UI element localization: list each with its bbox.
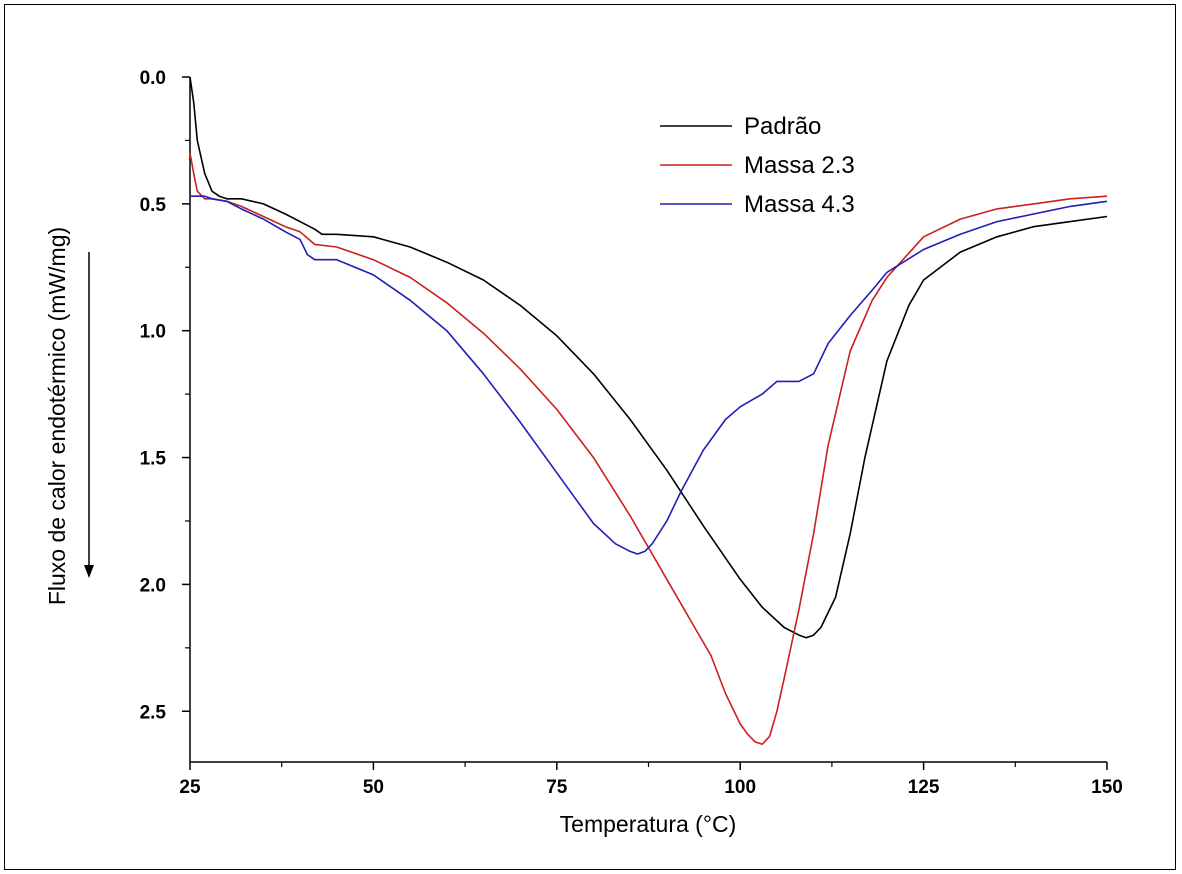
y-tick-label: 0.5 — [140, 195, 167, 216]
series-line-2 — [189, 152, 1108, 746]
x-tick-label: 150 — [1091, 777, 1123, 798]
axes: 25 50 75 100 125 150 0.0 0.5 1.0 1.5 2.0 2.5 — [140, 68, 1123, 798]
legend-label: Massa 4.3 — [744, 191, 855, 218]
x-axis-title: Temperatura (°C) — [560, 811, 737, 837]
legend-label: Massa 2.3 — [744, 152, 855, 179]
x-tick-label: 125 — [908, 777, 940, 798]
y-tick-label: 2.0 — [140, 575, 166, 596]
series-layer — [189, 76, 1108, 746]
y-tick-label: 0.0 — [140, 68, 166, 89]
series-line-3 — [190, 195, 1108, 555]
y-tick-label: 1.0 — [140, 322, 166, 343]
y-axis-title: Fluxo de calor endotérmico (mW/mg) — [44, 227, 70, 605]
x-tick-label: 25 — [179, 777, 201, 798]
series-line-1 — [189, 76, 1108, 639]
y-direction-arrow-icon — [84, 252, 94, 578]
legend: Padrão Massa 2.3 Massa 4.3 — [660, 113, 855, 218]
y-tick-label: 2.5 — [140, 702, 167, 723]
x-tick-label: 100 — [724, 777, 756, 798]
legend-label: Padrão — [744, 113, 821, 140]
x-tick-label: 75 — [546, 777, 568, 798]
y-tick-label: 1.5 — [140, 449, 167, 470]
x-tick-label: 50 — [363, 777, 384, 798]
